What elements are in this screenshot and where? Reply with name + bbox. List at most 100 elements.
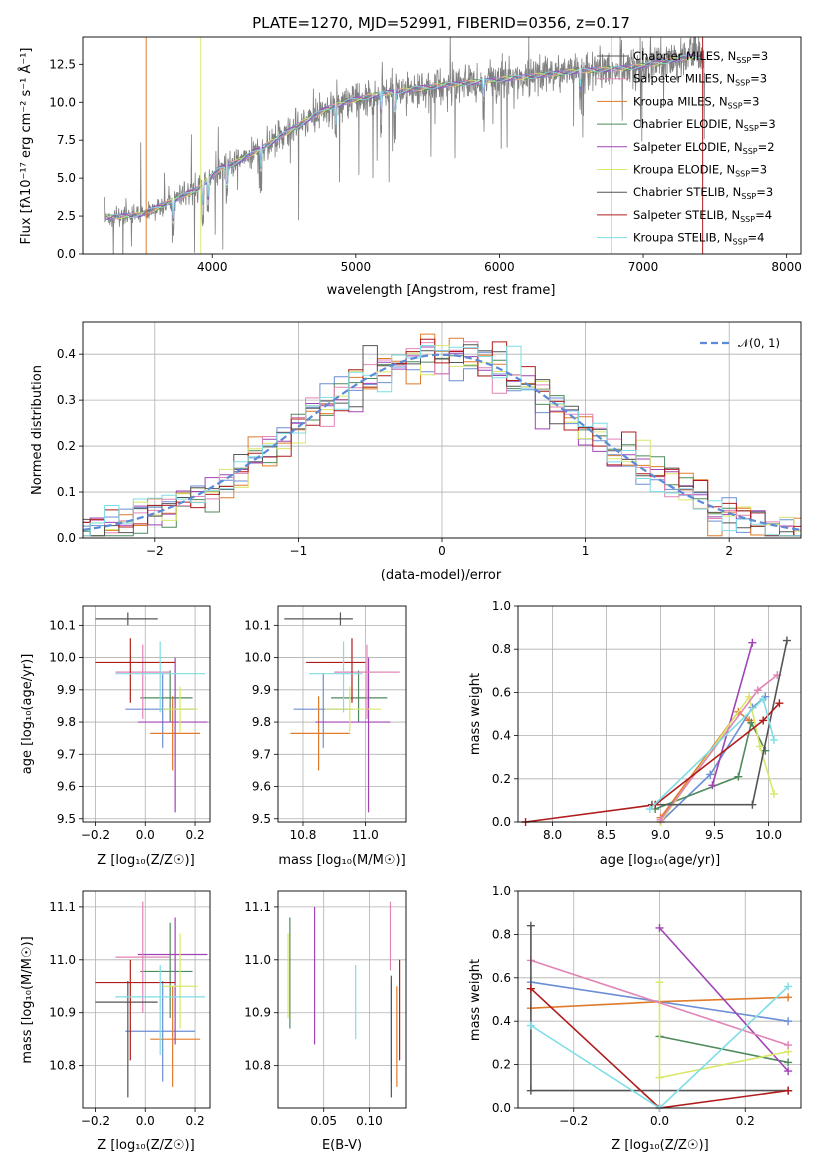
y-tick-label: 10.9 [244,1006,271,1020]
y-tick-label: 11.0 [49,953,76,967]
y-tick-label: 10.0 [49,95,76,109]
age-vs-mass-xlabel: mass [log₁₀(M/M☉)] [278,853,405,868]
weight-point-marker [759,694,768,703]
axes-frame [82,321,802,539]
y-tick-label: 9.8 [252,715,271,729]
weight-point-marker [769,789,778,798]
residual-histogram-panel: (data-model)/error Normed distribution [30,365,502,583]
legend-label: Chabrier ELODIE, NSSP=3 [633,117,776,133]
axes-frame [277,605,407,823]
y-tick-label: 0.2 [492,1058,511,1072]
weight-vs-age-ylabel: mass weight [468,673,483,755]
axes-frame [82,605,211,823]
mass-vs-ebv-axes: 0.05 0.10 10.8 10.9 11.0 11.1 [244,891,406,1128]
age-vs-Z-axes: −0.2 0.0 0.2 9.5 9.6 9.7 9.8 9.9 10.0 10.1 [49,606,210,842]
model-spectrum-line [105,54,704,221]
weight-point-marker [784,993,793,1002]
x-tick-label: 10.0 [755,828,782,842]
y-tick-label: 9.9 [57,683,76,697]
x-tick-label: 9.5 [705,828,724,842]
y-tick-label: 10.8 [244,1059,271,1073]
y-tick-label: 11.1 [49,900,76,914]
weight-point-marker [655,1073,664,1082]
histogram-ylabel: Normed distribution [30,365,45,495]
weight-point-marker [775,699,784,708]
spectrum-axes: 4000 5000 6000 7000 8000 0.0 2.5 5.0 7.5 10.0 12.5 [49,57,802,274]
x-tick-label: −2 [146,544,164,558]
x-tick-label: −0.2 [81,828,110,842]
x-tick-label: 8.0 [543,828,562,842]
x-tick-label: 2 [725,544,733,558]
mass-vs-Z-xlabel: Z [log₁₀(Z/Z☉)] [97,1138,194,1153]
mass-vs-Z-ylabel: mass [log₁₀(M/M☉)] [20,936,35,1063]
y-tick-label: 0.4 [57,347,76,361]
y-tick-label: 0.0 [492,1101,511,1115]
y-tick-label: 0.4 [492,729,511,743]
age-vs-Z-xlabel: Z [log₁₀(Z/Z☉)] [97,853,194,868]
x-tick-label: 7000 [628,260,659,274]
weight-point-marker [784,1058,793,1067]
y-tick-label: 9.6 [57,780,76,794]
legend-label: Kroupa STELIB, NSSP=4 [633,231,764,247]
age-vs-Z-ylabel: age [log₁₀(age/yr)] [20,654,35,775]
weight-series-line [659,1035,789,1064]
x-tick-label: 0.0 [136,828,155,842]
weight-vs-age-xlabel: age [log₁₀(age/yr)] [600,853,721,868]
weight-point-marker [706,770,715,779]
y-tick-label: 10.8 [49,1059,76,1073]
x-tick-label: 0.2 [186,828,205,842]
y-tick-label: 1.0 [492,599,511,613]
y-tick-label: 0.2 [492,772,511,786]
x-tick-label: 0.2 [186,1114,205,1128]
histogram-series-line [83,344,801,537]
axes-frame [517,890,802,1109]
x-tick-label: 0.05 [310,1114,337,1128]
y-tick-label: 0.0 [57,531,76,545]
weight-series-line [658,982,789,1079]
mass-vs-ebv-xlabel: E(B-V) [322,1138,362,1153]
y-tick-label: 0.6 [492,685,511,699]
spectrum-title: PLATE=1270, MJD=52991, FIBERID=0356, z=0… [252,14,630,32]
y-tick-label: 12.5 [49,57,76,71]
axes-frame [82,36,802,255]
weight-point-marker [748,800,757,809]
weight-point-marker [769,735,778,744]
axes-frame [517,605,802,823]
y-tick-label: 10.1 [244,618,271,632]
weight-point-marker [526,921,535,930]
weight-point-marker [759,716,768,725]
model-spectrum-line [105,52,704,219]
weight-point-marker [748,638,757,647]
weight-point-marker [526,1086,535,1095]
y-tick-label: 0.3 [57,393,76,407]
weight-point-marker [784,982,793,991]
weight-point-marker [784,1067,793,1076]
weight-series-line [530,959,789,1046]
x-tick-label: 9.0 [651,828,670,842]
legend-label: Chabrier STELIB, NSSP=3 [633,185,773,201]
y-tick-label: 0.2 [57,439,76,453]
histogram-axes: −2 −1 0 1 2 0.0 0.1 0.2 0.3 0.4 [57,322,801,558]
y-tick-label: 10.0 [49,651,76,665]
y-tick-label: 9.9 [252,683,271,697]
weight-point-marker [755,742,764,751]
weight-series-line [651,640,788,806]
y-tick-label: 0.4 [492,1014,511,1028]
x-tick-label: 0 [438,544,446,558]
y-tick-label: 7.5 [57,133,76,147]
histogram-xlabel: (data-model)/error [381,568,502,583]
weight-series-line [525,702,780,823]
age-vs-mass-axes: 10.8 11.0 9.5 9.6 9.7 9.8 9.9 10.0 10.1 [244,606,406,842]
x-tick-label: −0.2 [559,1114,588,1128]
weight-point-marker [784,1086,793,1095]
y-tick-label: 5.0 [57,171,76,185]
weight-point-marker [747,718,756,727]
y-tick-label: 11.0 [244,953,271,967]
legend-label: Kroupa ELODIE, NSSP=3 [633,163,767,179]
y-tick-label: 0.8 [492,642,511,656]
model-spectrum-line [105,52,704,220]
weight-point-marker [655,923,664,932]
x-tick-label: 0.0 [650,1114,669,1128]
x-tick-label: 11.0 [352,828,379,842]
